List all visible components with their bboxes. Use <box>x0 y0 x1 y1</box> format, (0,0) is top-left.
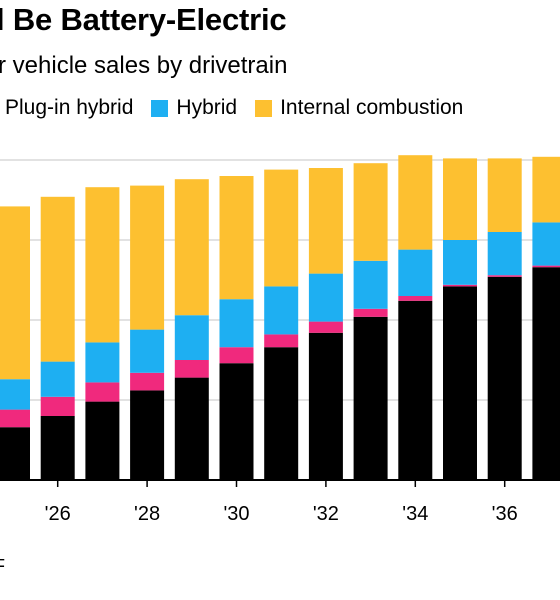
bar-segment-hybrid <box>308 273 343 322</box>
bar-segment-internal-combustion <box>443 158 477 240</box>
x-tick-label: '30 <box>223 503 249 525</box>
bar-segment-plug-in-hybrid <box>40 396 75 416</box>
legend-label-plug-in-hybrid: Plug-in hybrid <box>5 96 134 119</box>
bar-segment-battery-electric <box>40 416 75 480</box>
bar-segment-hybrid <box>532 222 560 266</box>
bar-segment-internal-combustion <box>40 196 75 362</box>
bar-segment-plug-in-hybrid <box>264 334 299 348</box>
legend-label-hybrid: Hybrid <box>176 96 238 119</box>
bar-segment-internal-combustion <box>174 179 209 316</box>
bar-segment-battery-electric <box>130 390 165 480</box>
bar-segment-battery-electric <box>0 427 30 480</box>
bar-segment-plug-in-hybrid <box>174 360 209 378</box>
bar-segment-plug-in-hybrid <box>85 382 120 402</box>
bar-segment-battery-electric <box>308 332 343 480</box>
bar-segment-hybrid <box>219 299 254 348</box>
bar-segment-internal-combustion <box>219 176 254 300</box>
x-tick-label: '28 <box>134 503 160 525</box>
bar-segment-battery-electric <box>398 300 433 480</box>
bar-segment-internal-combustion <box>85 187 120 343</box>
bar-segment-hybrid <box>0 379 30 410</box>
bar-segment-hybrid <box>353 260 388 309</box>
source-footnote: F <box>0 556 5 577</box>
bar-segment-plug-in-hybrid <box>398 296 433 301</box>
legend-item-internal-combustion: Internal combustion <box>255 96 463 120</box>
legend-item-plug-in-hybrid: Plug-in hybrid <box>5 96 133 120</box>
x-tick-label: '36 <box>492 503 518 525</box>
bar-segment-internal-combustion <box>532 156 560 223</box>
bar-segment-battery-electric <box>353 316 388 480</box>
x-tick-label: '26 <box>45 503 71 525</box>
legend-swatch-internal-combustion <box>255 99 273 117</box>
bar-segment-plug-in-hybrid <box>532 265 560 268</box>
legend-swatch-hybrid <box>151 99 169 117</box>
bar-segment-plug-in-hybrid <box>0 409 30 428</box>
x-tick-label: '34 <box>402 503 428 525</box>
bar-segment-plug-in-hybrid <box>443 284 477 287</box>
bar-segment-battery-electric <box>532 267 560 480</box>
bar-segment-plug-in-hybrid <box>130 372 165 391</box>
bar-segment-battery-electric <box>264 347 299 480</box>
bar-segment-internal-combustion <box>264 169 299 287</box>
bar-segment-internal-combustion <box>487 158 522 232</box>
bar-segment-plug-in-hybrid <box>487 275 522 277</box>
chart-subtitle: r vehicle sales by drivetrain <box>0 52 288 79</box>
bar-segment-battery-electric <box>85 401 120 480</box>
legend: Plug-in hybrid Hybrid Internal combustio… <box>0 96 481 120</box>
bar-segment-plug-in-hybrid <box>308 321 343 333</box>
bar-segment-plug-in-hybrid <box>353 308 388 317</box>
bar-segment-hybrid <box>40 361 75 397</box>
bar-segment-battery-electric <box>487 276 522 480</box>
bar-segment-hybrid <box>443 240 477 285</box>
bar-segment-internal-combustion <box>0 206 30 380</box>
bar-segment-battery-electric <box>219 363 254 480</box>
bar-segment-battery-electric <box>443 286 477 480</box>
legend-label-internal-combustion: Internal combustion <box>280 96 464 119</box>
x-tick-label: '32 <box>313 503 339 525</box>
bar-segment-battery-electric <box>174 377 209 480</box>
bar-segment-internal-combustion <box>130 185 165 330</box>
bar-segment-internal-combustion <box>308 168 343 274</box>
bar-segment-hybrid <box>264 286 299 335</box>
bar-segment-hybrid <box>398 249 433 296</box>
bar-segment-plug-in-hybrid <box>219 347 254 364</box>
chart-title: l Be Battery-Electric <box>0 2 287 37</box>
bar-segment-internal-combustion <box>398 155 433 250</box>
bar-segment-hybrid <box>130 329 165 373</box>
bar-segment-hybrid <box>487 232 522 276</box>
legend-item-hybrid: Hybrid <box>151 96 237 120</box>
bar-segment-hybrid <box>85 342 120 383</box>
bar-segment-internal-combustion <box>353 163 388 261</box>
bar-segment-hybrid <box>174 315 209 360</box>
